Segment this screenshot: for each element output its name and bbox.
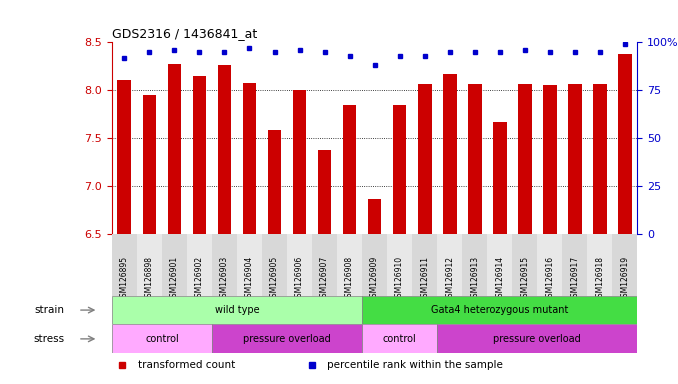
Text: pressure overload: pressure overload [494,334,581,344]
Bar [487,234,512,296]
Bar [468,84,481,234]
Bar [618,54,632,234]
Bar [393,105,407,234]
Text: control: control [383,334,416,344]
Bar [512,234,537,296]
Text: Gata4 heterozygous mutant: Gata4 heterozygous mutant [431,305,568,315]
Bar [193,76,206,234]
Bar [387,234,412,296]
Text: strain: strain [35,305,64,315]
Bar [437,234,462,296]
Bar [412,234,437,296]
Text: pressure overload: pressure overload [243,334,331,344]
Bar [137,234,162,296]
Bar [212,324,362,353]
Bar [293,90,306,234]
Bar [367,199,382,234]
Text: transformed count: transformed count [138,360,235,370]
Bar [112,324,212,353]
Bar [587,234,612,296]
Bar [218,65,231,234]
Bar [437,324,637,353]
Bar [537,234,562,296]
Text: control: control [145,334,179,344]
Bar [167,65,181,234]
Bar [187,234,212,296]
Bar [112,296,362,324]
Bar [342,105,357,234]
Bar [243,83,256,234]
Bar [312,234,337,296]
Bar [262,234,287,296]
Bar [142,95,157,234]
Bar [117,80,132,234]
Bar [418,84,431,234]
Bar [562,234,587,296]
Text: wild type: wild type [215,305,259,315]
Text: stress: stress [33,334,64,344]
Bar [593,84,607,234]
Bar [612,234,637,296]
Bar [318,150,332,234]
Bar [337,234,362,296]
Bar [287,234,312,296]
Bar [362,296,637,324]
Bar [543,85,557,234]
Text: GDS2316 / 1436841_at: GDS2316 / 1436841_at [112,26,257,40]
Bar [518,84,532,234]
Bar [493,122,506,234]
Bar [268,130,281,234]
Bar [462,234,487,296]
Bar [362,234,387,296]
Bar [362,324,437,353]
Bar [212,234,237,296]
Bar [443,74,456,234]
Bar [112,234,137,296]
Text: percentile rank within the sample: percentile rank within the sample [327,360,503,370]
Bar [568,84,582,234]
Bar [162,234,187,296]
Bar [237,234,262,296]
